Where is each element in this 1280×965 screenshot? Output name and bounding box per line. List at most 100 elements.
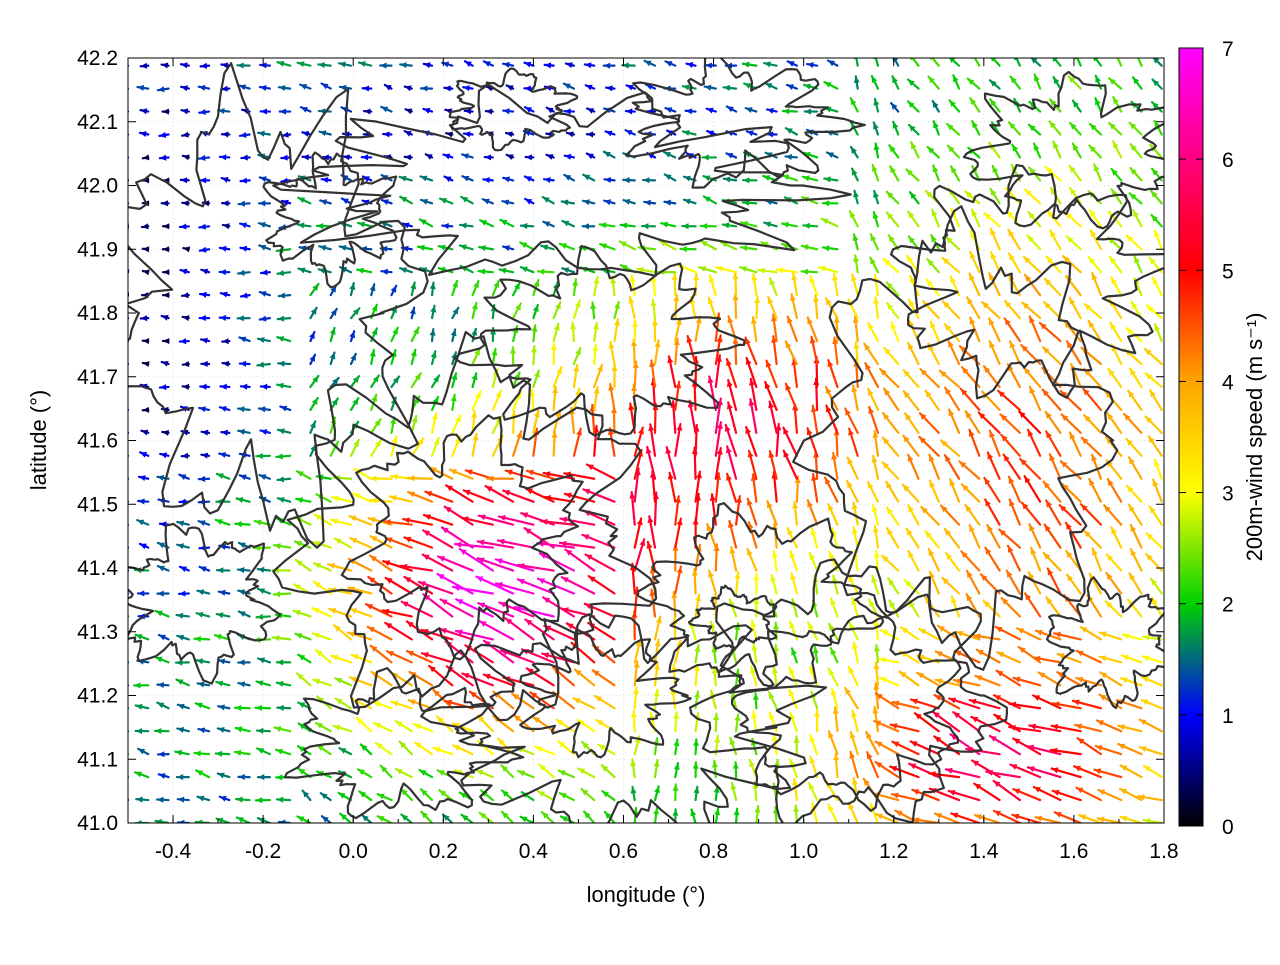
wind-arrow-head bbox=[807, 428, 813, 435]
wind-arrow-head bbox=[524, 85, 530, 91]
wind-arrow-head bbox=[1122, 655, 1129, 661]
x-tick-label: 1.8 bbox=[1149, 840, 1178, 863]
wind-arrow-head bbox=[747, 499, 753, 506]
wind-arrow-head bbox=[853, 342, 859, 349]
wind-arrow-head bbox=[331, 655, 338, 661]
x-tick-label: 1.4 bbox=[969, 840, 999, 863]
wind-arrow-head bbox=[120, 430, 127, 436]
wind-arrow-head bbox=[874, 645, 880, 652]
colorbar-tick-label: 5 bbox=[1222, 260, 1234, 283]
x-axis-label: longitude (°) bbox=[587, 882, 706, 907]
wind-arrow-head bbox=[196, 819, 203, 825]
wind-arrow-head bbox=[241, 155, 248, 161]
wind-arrow-shaft bbox=[120, 386, 128, 387]
wind-arrow-head bbox=[220, 796, 227, 802]
wind-arrow-head bbox=[551, 344, 557, 350]
wind-arrow-head bbox=[276, 453, 283, 459]
wind-arrow-head bbox=[611, 364, 617, 370]
wind-arrow-head bbox=[178, 797, 185, 803]
wind-arrow-head bbox=[600, 243, 607, 249]
wind-arrow-head bbox=[408, 475, 414, 481]
wind-arrow-head bbox=[143, 407, 149, 413]
wind-arrow-shaft bbox=[1075, 53, 1081, 66]
wind-arrow-head bbox=[725, 425, 731, 432]
wind-arrow-shaft bbox=[120, 111, 128, 112]
wind-arrow-head bbox=[277, 659, 283, 665]
wind-arrow-head bbox=[258, 658, 265, 664]
wind-arrow-head bbox=[259, 474, 266, 480]
wind-arrow-head bbox=[201, 361, 207, 367]
wind-arrow-head bbox=[349, 331, 355, 338]
wind-arrow-shaft bbox=[120, 432, 128, 433]
wind-arrow-head bbox=[138, 590, 144, 596]
wind-arrow-head bbox=[238, 315, 244, 321]
wind-arrow-head bbox=[754, 297, 760, 303]
wind-arrow-head bbox=[813, 295, 819, 302]
x-tick-label: 1.0 bbox=[789, 840, 818, 863]
wind-arrow-head bbox=[362, 154, 368, 160]
wind-arrow-head bbox=[747, 130, 754, 136]
wind-arrow-head bbox=[317, 223, 323, 229]
wind-arrow-head bbox=[239, 337, 246, 343]
wind-arrow-head bbox=[194, 751, 201, 757]
wind-arrow-head bbox=[421, 85, 427, 91]
y-tick-label: 41.1 bbox=[77, 748, 118, 771]
wind-arrow-head bbox=[178, 704, 185, 710]
wind-arrow-head bbox=[118, 636, 125, 642]
wind-arrow-head bbox=[652, 319, 658, 325]
wind-arrow-head bbox=[444, 154, 451, 160]
wind-arrow-head bbox=[682, 223, 688, 229]
wind-arrow-shaft bbox=[874, 52, 878, 65]
wind-arrow-head bbox=[789, 551, 795, 558]
y-tick-label: 42.1 bbox=[77, 111, 118, 134]
wind-arrow-head bbox=[371, 395, 377, 402]
wind-arrow-head bbox=[1053, 790, 1060, 796]
wind-arrow-head bbox=[1114, 51, 1120, 58]
wind-arrow-head bbox=[239, 774, 245, 780]
wind-arrow-head bbox=[665, 107, 672, 113]
wind-arrow-head bbox=[673, 785, 679, 791]
x-tick-label: -0.4 bbox=[155, 840, 192, 863]
colorbar-tick-label: 2 bbox=[1222, 594, 1234, 617]
wind-arrow-shaft bbox=[119, 476, 128, 479]
wind-arrow-head bbox=[684, 176, 691, 182]
wind-arrow-head bbox=[1140, 746, 1147, 752]
wind-arrow-head bbox=[141, 63, 148, 69]
wind-arrow-head bbox=[329, 608, 336, 614]
terrain-contour bbox=[455, 246, 745, 436]
wind-arrow-head bbox=[745, 427, 751, 434]
colorbar-tick-label: 6 bbox=[1222, 149, 1234, 172]
wind-arrow-shaft bbox=[123, 271, 128, 272]
wind-arrow-head bbox=[118, 682, 125, 688]
colorbar-label: 200m-wind speed (m s⁻¹) bbox=[1242, 313, 1267, 562]
wind-arrow-head bbox=[485, 154, 491, 160]
y-axis-ticks: 41.041.141.241.341.441.541.641.741.841.9… bbox=[77, 47, 1164, 835]
wind-arrow-head bbox=[236, 797, 242, 803]
wind-arrow-head bbox=[194, 636, 200, 642]
wind-arrow-head bbox=[256, 797, 262, 803]
wind-arrow-head bbox=[793, 805, 799, 811]
wind-arrow-shaft bbox=[122, 203, 128, 204]
x-tick-label: 0.0 bbox=[339, 840, 368, 863]
wind-arrow-head bbox=[1100, 632, 1107, 638]
terrain-contour bbox=[732, 616, 960, 811]
wind-arrow-shaft bbox=[123, 248, 128, 249]
wind-arrow-head bbox=[240, 474, 247, 480]
y-tick-label: 42.2 bbox=[77, 47, 118, 70]
wind-arrow-head bbox=[707, 108, 714, 114]
wind-arrow-head bbox=[135, 634, 142, 640]
wind-arrow-head bbox=[220, 315, 226, 321]
wind-arrow-head bbox=[673, 295, 679, 301]
wind-arrow-head bbox=[313, 679, 320, 685]
wind-arrow-head bbox=[726, 474, 732, 481]
y-tick-label: 41.9 bbox=[77, 238, 118, 261]
wind-arrow-head bbox=[380, 63, 386, 69]
wind-arrow-shaft bbox=[114, 615, 128, 617]
wind-arrow-head bbox=[141, 315, 147, 321]
wind-arrow-head bbox=[120, 384, 127, 390]
wind-arrow-head bbox=[681, 246, 687, 252]
wind-arrow-head bbox=[455, 542, 462, 548]
wind-arrow-head bbox=[280, 108, 286, 114]
wind-arrow-head bbox=[570, 323, 576, 329]
wind-arrow-shaft bbox=[118, 638, 128, 639]
